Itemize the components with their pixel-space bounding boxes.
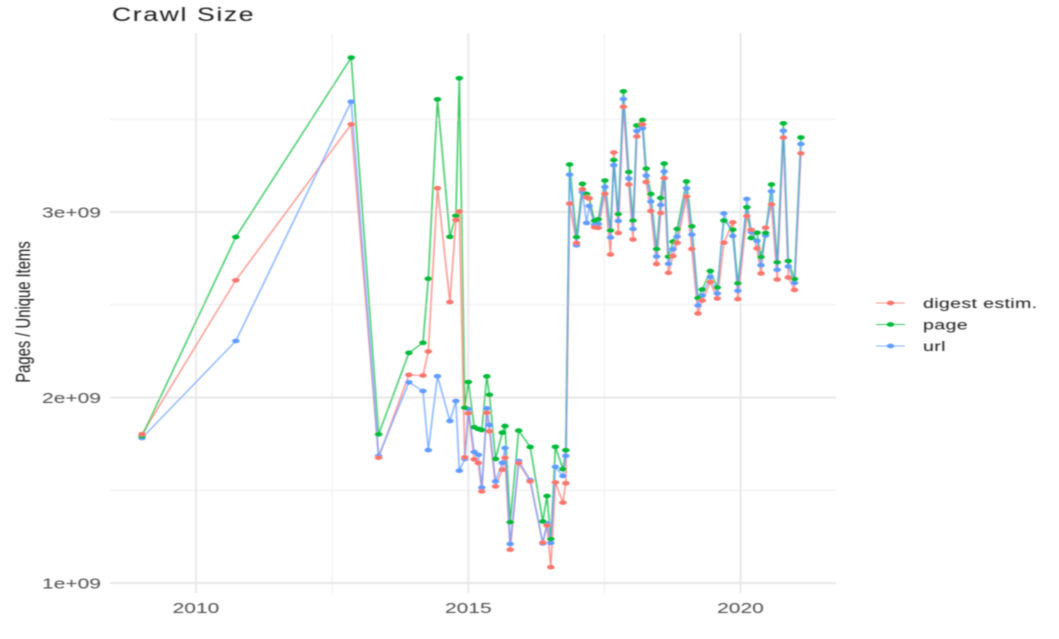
svg-text:Crawl Size: Crawl Size (112, 4, 255, 25)
svg-text:Pages / Unique Items: Pages / Unique Items (11, 241, 34, 382)
svg-text:3e+09: 3e+09 (42, 203, 101, 220)
svg-text:1e+09: 1e+09 (42, 574, 101, 591)
svg-text:2020: 2020 (717, 599, 764, 616)
svg-text:url: url (923, 338, 946, 354)
svg-text:2015: 2015 (445, 599, 492, 616)
svg-text:2010: 2010 (173, 599, 220, 616)
svg-text:page: page (923, 317, 968, 333)
svg-text:digest estim.: digest estim. (923, 295, 1037, 311)
svg-text:2e+09: 2e+09 (42, 389, 101, 406)
